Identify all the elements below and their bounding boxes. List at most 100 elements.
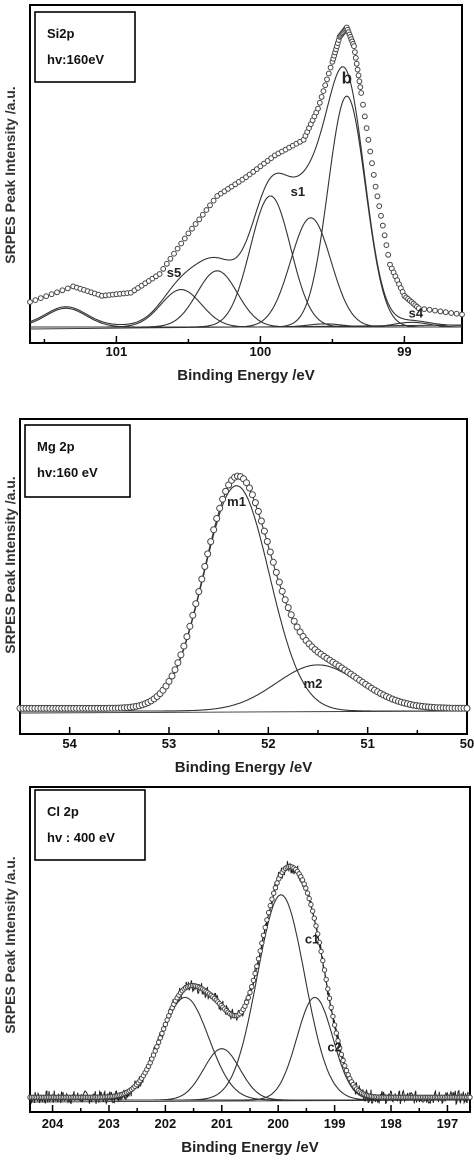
- data-point: [372, 183, 379, 190]
- data-point: [351, 43, 357, 50]
- peak-label-c2: c2: [327, 1039, 341, 1054]
- data-point: [271, 890, 277, 896]
- data-point: [161, 1026, 167, 1032]
- data-point: [159, 1030, 165, 1037]
- data-point: [189, 611, 197, 619]
- data-point: [210, 526, 218, 534]
- data-point: [278, 587, 286, 595]
- data-point: [186, 622, 194, 630]
- data-point: [378, 212, 384, 219]
- data-point: [272, 568, 280, 576]
- data-point: [333, 1030, 339, 1036]
- data-point: [315, 105, 321, 112]
- x-tick-label: 204: [42, 1116, 64, 1131]
- x-tick-label: 50: [460, 736, 474, 751]
- data-point: [250, 977, 257, 984]
- data-point: [290, 617, 298, 625]
- peak-label-b: b: [342, 69, 352, 88]
- data-point: [255, 956, 262, 962]
- data-point: [156, 271, 163, 277]
- y-axis-label: SRPES Peak Intensity /a.u.: [2, 856, 18, 1033]
- data-point: [177, 651, 185, 659]
- data-point: [168, 672, 176, 680]
- x-tick-label: 197: [437, 1116, 459, 1131]
- data-point: [213, 515, 221, 522]
- x-tick-label: 99: [397, 344, 411, 359]
- data-point: [353, 60, 360, 67]
- data-point: [254, 963, 260, 969]
- data-point: [216, 504, 224, 512]
- data-point: [201, 563, 209, 570]
- data-point: [432, 307, 438, 314]
- data-point: [337, 1045, 343, 1051]
- component-peak-m1: [20, 485, 467, 712]
- data-point: [162, 1021, 169, 1028]
- data-point: [325, 986, 331, 992]
- data-point: [324, 76, 330, 83]
- data-point: [251, 499, 259, 507]
- x-tick-label: 203: [98, 1116, 120, 1131]
- x-tick-label: 52: [261, 736, 275, 751]
- data-point: [181, 235, 188, 242]
- x-tick-label: 199: [324, 1116, 346, 1131]
- data-point: [64, 285, 71, 292]
- data-point: [303, 885, 309, 891]
- x-axis-label: Binding Energy /eV: [175, 759, 313, 776]
- legend-element: Cl 2p: [47, 804, 79, 819]
- legend-box: [24, 424, 131, 498]
- plot-frame: [19, 418, 468, 735]
- data-point: [293, 623, 301, 631]
- data-point: [363, 125, 370, 132]
- data-point: [287, 611, 295, 619]
- data-point: [357, 84, 364, 90]
- data-point: [327, 64, 334, 71]
- x-tick-label: 198: [380, 1116, 402, 1131]
- data-point: [352, 49, 358, 55]
- data-point: [264, 917, 270, 923]
- data-point: [320, 957, 326, 964]
- data-point: [171, 250, 177, 257]
- data-point: [309, 908, 316, 914]
- data-point: [301, 881, 307, 887]
- data-point: [267, 902, 273, 909]
- peak-label-m1: m1: [227, 494, 246, 509]
- data-point: [180, 642, 188, 650]
- legend-box: [34, 789, 146, 861]
- legend-photon-energy: hv : 400 eV: [47, 830, 115, 845]
- data-point: [163, 260, 170, 267]
- data-point: [171, 666, 179, 674]
- data-point: [467, 1094, 473, 1101]
- data-point: [160, 266, 167, 272]
- data-point: [331, 1022, 338, 1028]
- data-point: [183, 633, 191, 641]
- data-point: [361, 113, 368, 120]
- data-point: [385, 251, 392, 258]
- data-point: [340, 1057, 346, 1064]
- data-point: [352, 55, 359, 61]
- data-point: [203, 207, 210, 213]
- data-point: [269, 558, 277, 566]
- data-point: [195, 588, 203, 596]
- data-point: [178, 240, 185, 247]
- peak-label-m2: m2: [304, 676, 323, 691]
- data-point: [306, 895, 312, 902]
- data-point: [370, 172, 377, 178]
- data-point: [426, 306, 433, 313]
- data-point: [272, 885, 279, 891]
- x-tick-label: 51: [360, 736, 374, 751]
- x-tick-label: 101: [106, 344, 128, 359]
- x-tick-label: 100: [250, 344, 272, 359]
- plot-frame: [29, 4, 463, 344]
- data-point: [192, 600, 200, 608]
- data-point: [59, 287, 66, 294]
- data-point: [383, 242, 390, 249]
- data-point: [260, 932, 267, 938]
- peak-label-s1: s1: [291, 184, 305, 199]
- data-point: [199, 211, 206, 218]
- data-point: [243, 479, 250, 487]
- data-point: [248, 491, 256, 499]
- data-point: [207, 538, 215, 546]
- legend-element: Si2p: [47, 26, 75, 41]
- data-point: [437, 308, 444, 315]
